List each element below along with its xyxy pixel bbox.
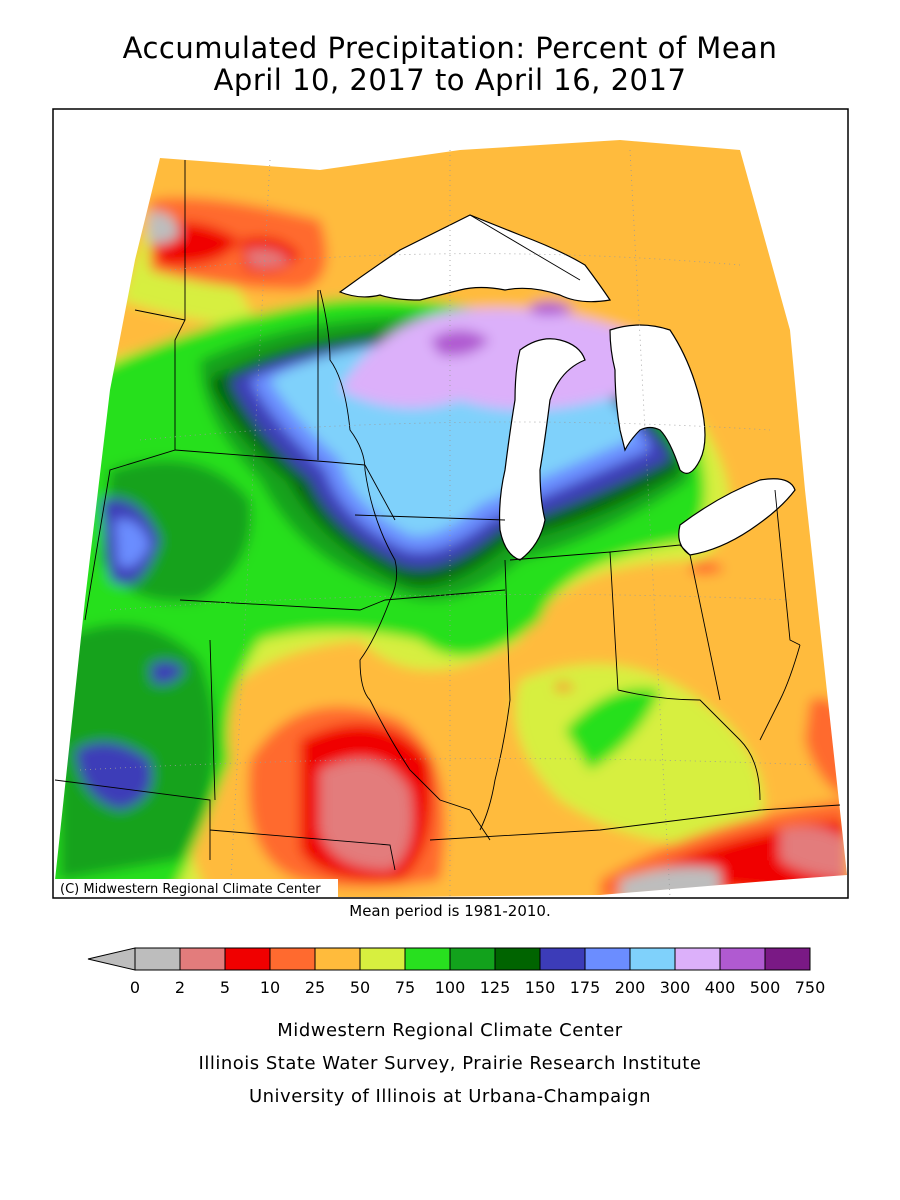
legend-swatch-4 [314, 947, 361, 971]
map-title-line1: Accumulated Precipitation: Percent of Me… [122, 31, 778, 65]
legend-swatch-9 [539, 947, 586, 971]
legend-label-5: 50 [350, 978, 370, 997]
legend-label-13: 400 [705, 978, 736, 997]
legend-label-6: 75 [395, 978, 415, 997]
precipitation-field [54, 140, 847, 898]
precipitation-map: (C) Midwestern Regional Climate Center 0… [52, 108, 849, 997]
color-legend: 0 2 5 10 25 50 75 100 125 150 175 200 300 400 500 750 [87, 947, 826, 997]
legend-swatch-0 [134, 947, 181, 971]
credit-line3: University of Illinois at Urbana-Champai… [248, 1086, 652, 1107]
copyright-text: (C) Midwestern Regional Climate Center [60, 882, 321, 897]
legend-label-14: 500 [750, 978, 781, 997]
legend-label-15: 750 [795, 978, 826, 997]
legend-label-11: 200 [615, 978, 646, 997]
legend-label-1: 2 [175, 978, 185, 997]
legend-label-12: 300 [660, 978, 691, 997]
legend-swatch-7 [449, 947, 496, 971]
legend-swatch-8 [494, 947, 541, 971]
legend-label-2: 5 [220, 978, 230, 997]
state-boundaries [54, 160, 841, 881]
legend-swatch-10 [584, 947, 631, 971]
legend-swatch-1 [179, 947, 226, 971]
legend-swatch-6 [404, 947, 451, 971]
mean-period-note: Mean period is 1981-2010. [349, 902, 551, 920]
legend-swatch-5 [359, 947, 406, 971]
copyright-box [54, 879, 338, 897]
legend-label-9: 150 [525, 978, 556, 997]
legend-arrow-below-0 [87, 947, 136, 971]
legend-swatch-3 [269, 947, 316, 971]
legend-label-7: 100 [435, 978, 466, 997]
legend-label-8: 125 [480, 978, 511, 997]
credit-line1: Midwestern Regional Climate Center [277, 1020, 623, 1041]
legend-swatch-13 [719, 947, 766, 971]
legend-label-4: 25 [305, 978, 325, 997]
legend-label-0: 0 [130, 978, 140, 997]
legend-label-10: 175 [570, 978, 601, 997]
legend-swatch-11 [629, 947, 676, 971]
legend-swatch-12 [674, 947, 721, 971]
legend-swatch-2 [224, 947, 271, 971]
map-title-line2: April 10, 2017 to April 16, 2017 [213, 63, 687, 97]
lat-lon-grid [79, 149, 816, 898]
legend-swatch-14 [764, 947, 811, 971]
credit-line2: Illinois State Water Survey, Prairie Res… [198, 1053, 702, 1074]
map-frame [52, 108, 849, 899]
great-lakes [338, 214, 796, 561]
legend-label-3: 10 [260, 978, 280, 997]
